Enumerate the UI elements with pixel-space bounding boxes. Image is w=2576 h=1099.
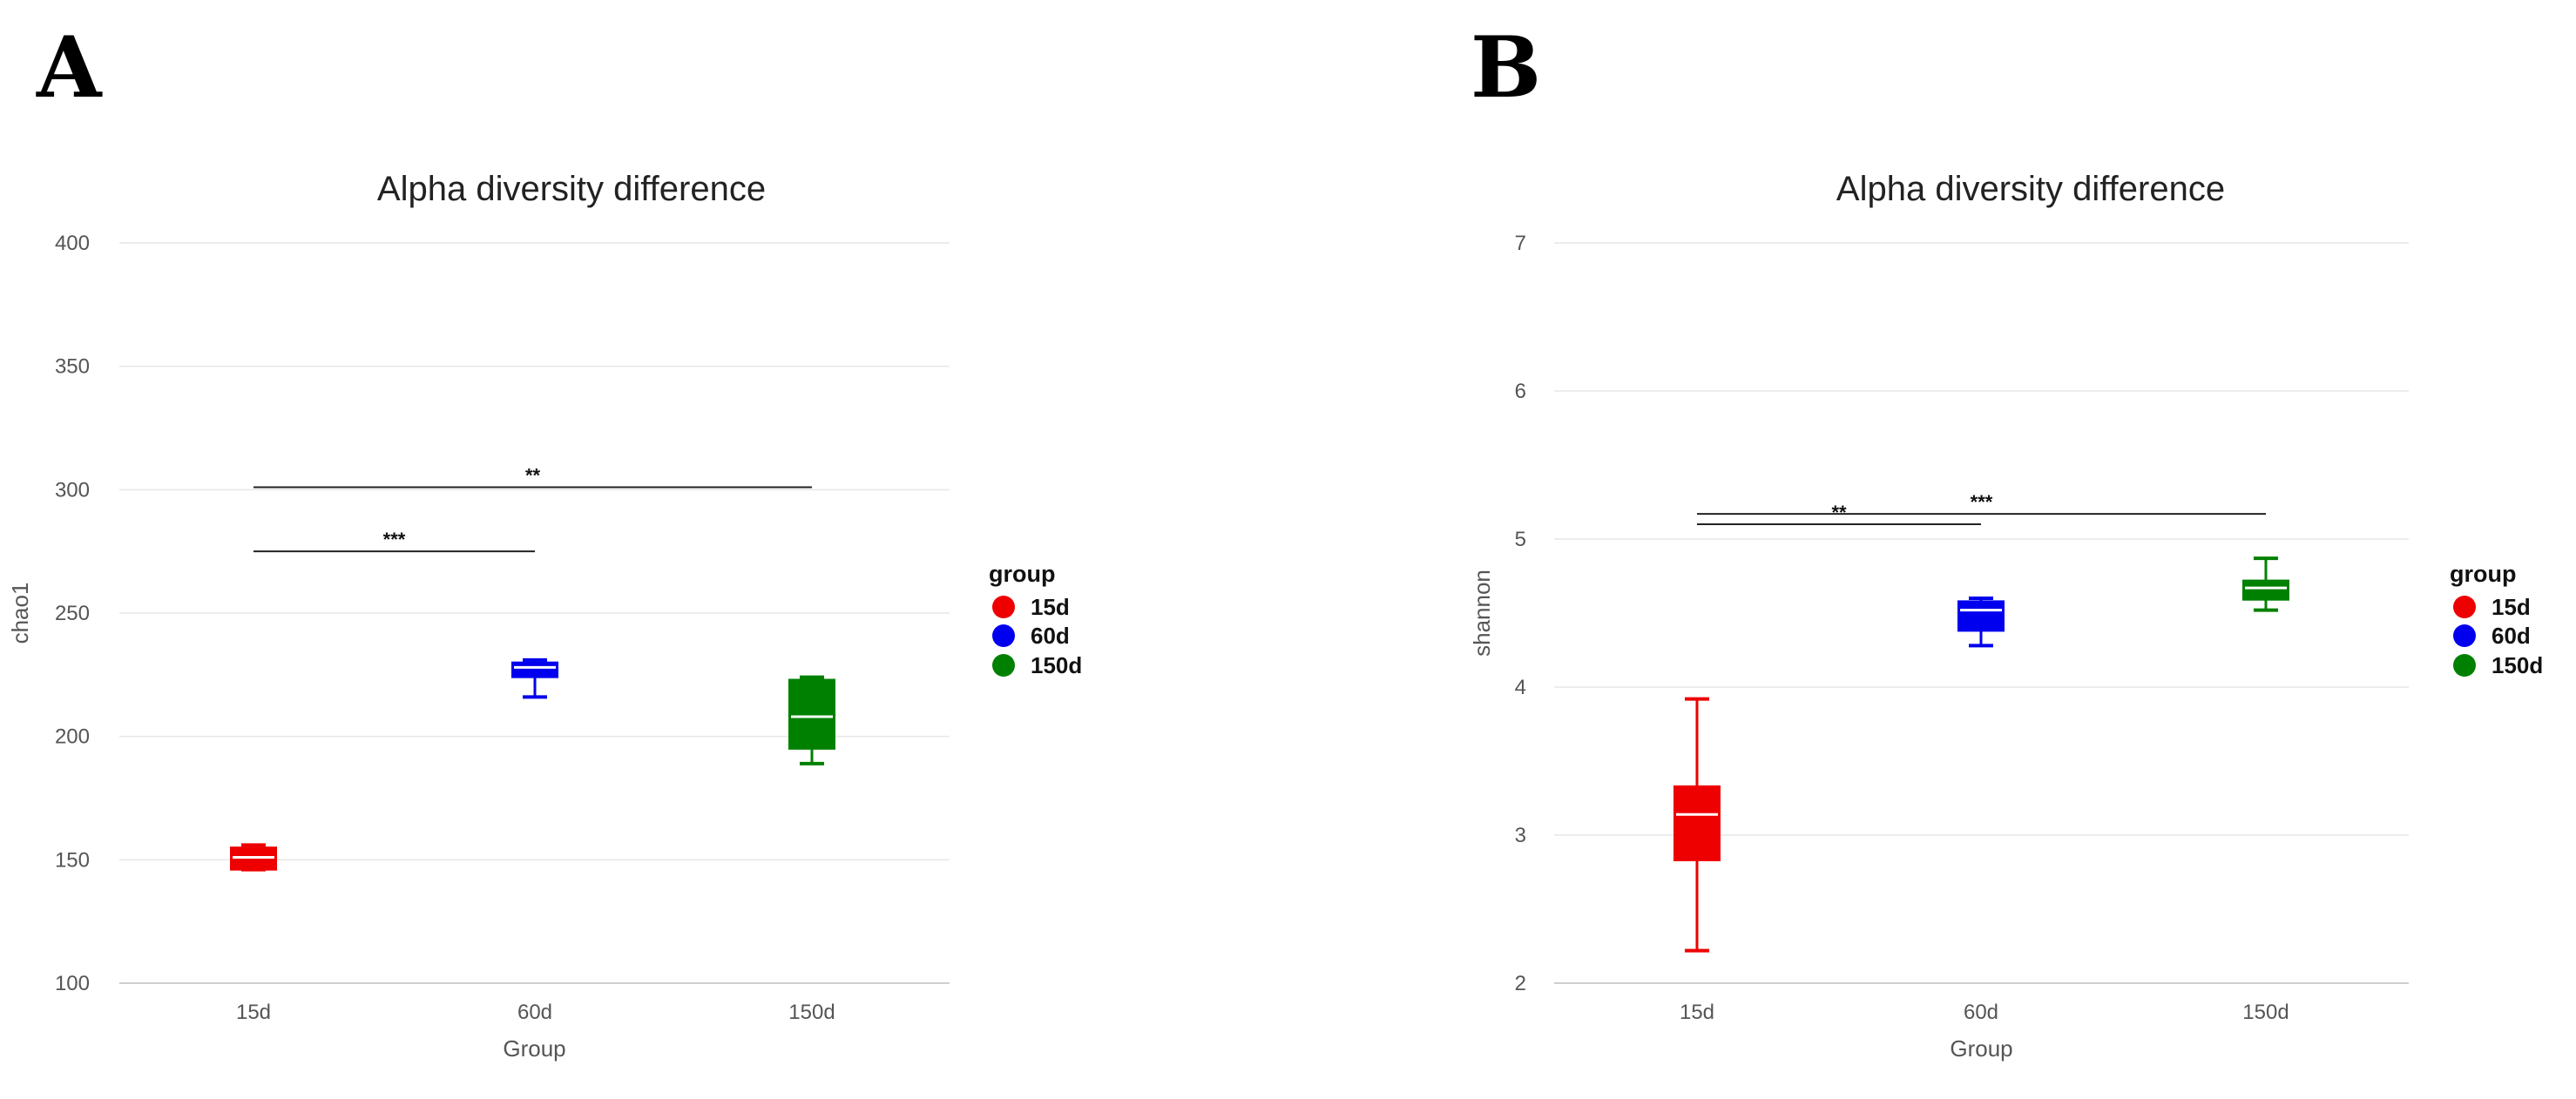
y-tick-label: 6	[1515, 380, 1526, 403]
y-axis-label: shannon	[1469, 570, 1495, 657]
y-tick-label: 400	[55, 232, 90, 255]
chart-title: Alpha diversity difference	[377, 170, 766, 208]
legend-swatch	[992, 624, 1015, 647]
box-iqr	[1673, 785, 1721, 861]
y-tick-label: 2	[1515, 972, 1526, 995]
panel-letter-b: B	[1471, 18, 1542, 117]
box-iqr	[788, 678, 835, 750]
y-tick-label: 4	[1515, 676, 1526, 699]
significance-label: ***	[1971, 491, 1993, 513]
y-tick-label: 200	[55, 725, 90, 749]
x-axis-label: Group	[1950, 1035, 2012, 1062]
y-tick-label: 3	[1515, 824, 1526, 847]
y-tick-label: 7	[1515, 232, 1526, 255]
legend-swatch	[2453, 654, 2476, 677]
box-60d	[1957, 597, 2005, 648]
box-60d	[511, 657, 558, 699]
box-15d	[230, 843, 277, 872]
legend-label: 150d	[1031, 652, 1082, 678]
significance-label: **	[525, 465, 541, 487]
chart-panel-a: Alpha diversity difference 100 150 200 250 30…	[7, 170, 1082, 1062]
legend-swatch	[2453, 596, 2476, 618]
box-iqr	[2242, 579, 2289, 601]
x-axis-label: Group	[503, 1035, 565, 1062]
x-tick-label: 15d	[236, 1001, 271, 1024]
y-tick-label: 250	[55, 602, 90, 625]
y-axis-label: chao1	[7, 583, 33, 644]
significance-label: ***	[383, 529, 406, 550]
legend-title: group	[2450, 561, 2516, 587]
y-tick-label: 100	[55, 972, 90, 995]
legend-label: 15d	[2491, 594, 2531, 620]
legend-label: 60d	[1031, 623, 1070, 649]
legend-label: 150d	[2491, 652, 2543, 678]
x-tick-label: 60d	[517, 1001, 552, 1024]
x-tick-label: 60d	[1964, 1001, 1998, 1024]
box-150d	[2242, 556, 2289, 612]
legend-title: group	[989, 561, 1055, 587]
significance-label: **	[1831, 502, 1847, 523]
x-tick-label: 15d	[1680, 1001, 1714, 1024]
y-tick-label: 5	[1515, 528, 1526, 551]
legend: group 15d 60d 150d	[2450, 561, 2543, 678]
legend-swatch	[992, 654, 1015, 677]
y-tick-label: 300	[55, 478, 90, 502]
chart-title: Alpha diversity difference	[1836, 170, 2225, 208]
y-tick-label: 350	[55, 355, 90, 379]
legend-swatch	[2453, 624, 2476, 647]
x-tick-label: 150d	[2242, 1001, 2289, 1024]
legend-label: 60d	[2491, 623, 2531, 649]
box-iqr	[1957, 600, 2005, 632]
box-15d	[1673, 697, 1721, 953]
chart-panel-b: Alpha diversity difference 2 3 4 5 6 7 15d 60d 15…	[1469, 170, 2543, 1062]
legend-swatch	[992, 596, 1015, 618]
x-tick-label: 150d	[788, 1001, 835, 1024]
y-tick-label: 150	[55, 848, 90, 872]
legend: group 15d 60d 150d	[989, 561, 1082, 678]
panel-letter-a: A	[37, 18, 102, 117]
legend-label: 15d	[1031, 594, 1070, 620]
box-iqr	[511, 661, 558, 678]
box-150d	[788, 675, 835, 765]
